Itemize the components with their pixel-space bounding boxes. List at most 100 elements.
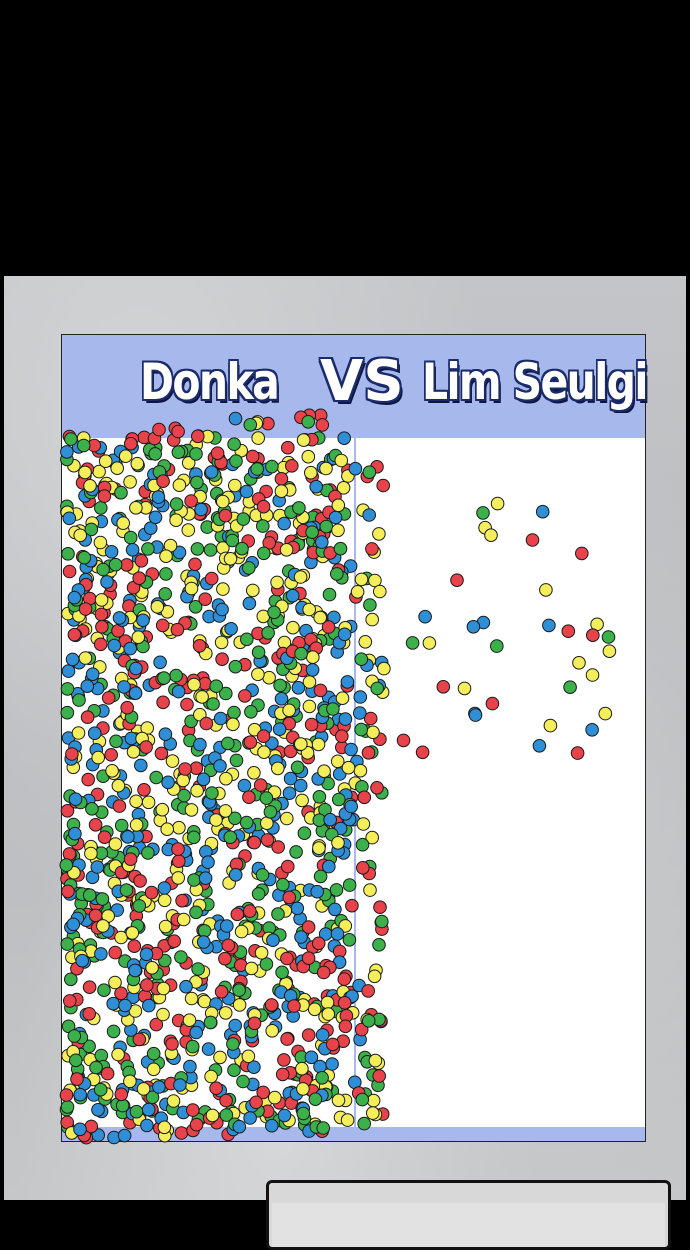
right-candidate-name: Lim Seulgi <box>422 353 648 411</box>
vote-ball <box>62 564 77 579</box>
vote-ball <box>301 1028 316 1042</box>
vote-ball <box>153 655 167 670</box>
vote-ball <box>148 447 162 461</box>
vote-ball <box>218 804 233 818</box>
vote-ball <box>107 638 122 653</box>
vote-ball <box>353 706 367 720</box>
vote-ball <box>484 528 498 543</box>
vote-ball <box>341 760 356 775</box>
vote-ball <box>344 799 359 814</box>
vote-ball <box>225 533 240 548</box>
vote-ball <box>197 994 212 1009</box>
vote-ball <box>78 465 92 480</box>
vote-ball <box>338 1019 353 1034</box>
vote-ball <box>214 985 229 999</box>
vote-ball <box>315 1071 329 1085</box>
vote-ball <box>293 778 308 793</box>
vote-ball <box>169 513 183 528</box>
vote-ball <box>73 528 87 543</box>
vote-ball <box>169 497 184 511</box>
vote-ball <box>436 680 451 694</box>
vote-ball <box>165 1037 179 1051</box>
vote-ball <box>149 1017 164 1032</box>
vote-ball <box>215 652 229 667</box>
vote-ball <box>250 462 265 476</box>
vote-ball <box>198 592 212 607</box>
vote-ball <box>308 1092 323 1106</box>
vote-ball <box>141 795 156 810</box>
vote-ball <box>247 1060 261 1074</box>
vote-ball <box>301 449 316 464</box>
vote-ball <box>490 639 504 653</box>
vote-ball <box>189 1117 204 1132</box>
vote-ball <box>267 605 281 620</box>
vote-ball <box>336 481 351 495</box>
vote-ball <box>232 998 247 1012</box>
vote-ball <box>134 554 149 568</box>
vote-ball <box>140 978 154 992</box>
vote-ball <box>305 525 319 540</box>
vote-ball <box>80 710 95 725</box>
vote-ball <box>156 981 171 996</box>
vote-ball <box>139 947 154 962</box>
vote-ball <box>196 935 211 949</box>
vote-ball <box>328 510 343 525</box>
vote-ball <box>84 846 98 861</box>
vote-ball <box>184 494 198 508</box>
vote-ball <box>283 744 298 759</box>
vote-ball <box>181 523 196 537</box>
vote-ball <box>105 764 119 778</box>
vote-ball <box>140 1118 154 1133</box>
vote-ball <box>228 868 243 882</box>
vote-ball <box>139 740 153 754</box>
vote-ball <box>265 459 279 474</box>
vote-ball <box>72 693 86 707</box>
vote-ball <box>268 1090 282 1105</box>
board-footer-band <box>62 1127 645 1141</box>
vote-ball <box>128 1004 143 1018</box>
vote-ball <box>282 786 297 801</box>
vote-ball <box>315 418 330 432</box>
vote-ball <box>561 624 576 639</box>
vote-ball <box>585 723 599 737</box>
vote-ball <box>96 562 110 577</box>
vote-ball <box>283 771 298 786</box>
vote-ball <box>280 1032 294 1046</box>
vote-ball <box>201 855 215 870</box>
vote-ball <box>274 692 289 706</box>
vote-ball <box>171 445 186 460</box>
vote-ball <box>313 610 328 625</box>
vote-ball <box>373 584 387 599</box>
vote-ball <box>376 478 391 493</box>
vote-ball <box>277 1053 291 1067</box>
vote-ball <box>156 1007 170 1022</box>
vote-ball <box>575 546 589 561</box>
vote-ball <box>159 567 173 581</box>
vote-ball <box>172 820 186 835</box>
vote-ball <box>159 549 173 564</box>
vote-ball <box>146 1046 161 1061</box>
vote-ball <box>59 1088 74 1102</box>
vote-ball <box>270 575 284 590</box>
vote-ball <box>260 816 274 831</box>
vote-ball <box>543 718 558 733</box>
vote-ball <box>223 830 238 845</box>
vote-ball <box>602 644 617 659</box>
vote-ball <box>302 699 317 714</box>
vote-ball <box>205 1108 220 1123</box>
vote-ball <box>342 933 357 947</box>
vote-ball <box>90 860 105 874</box>
vote-ball <box>63 994 77 1008</box>
vote-ball <box>157 1120 172 1135</box>
vote-ball <box>331 836 345 850</box>
vote-ball <box>123 475 137 489</box>
vote-ball <box>97 489 112 503</box>
vote-ball <box>120 700 134 715</box>
vote-ball <box>64 432 78 446</box>
vote-ball <box>97 983 111 998</box>
vote-ball <box>418 609 432 624</box>
vote-ball <box>88 818 103 832</box>
vote-ball <box>295 793 309 808</box>
vote-ball <box>142 998 156 1013</box>
vote-ball <box>179 979 193 994</box>
